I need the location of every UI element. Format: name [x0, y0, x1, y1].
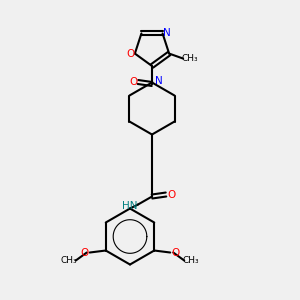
Text: CH₃: CH₃ [182, 54, 198, 63]
Text: CH₃: CH₃ [60, 256, 77, 265]
Text: N: N [155, 76, 163, 85]
Text: N: N [163, 28, 170, 38]
Text: O: O [81, 248, 89, 257]
Text: O: O [167, 190, 175, 200]
Text: CH₃: CH₃ [183, 256, 200, 265]
Text: O: O [129, 77, 137, 87]
Text: HN: HN [122, 200, 138, 211]
Text: O: O [127, 49, 135, 58]
Text: O: O [171, 248, 179, 257]
